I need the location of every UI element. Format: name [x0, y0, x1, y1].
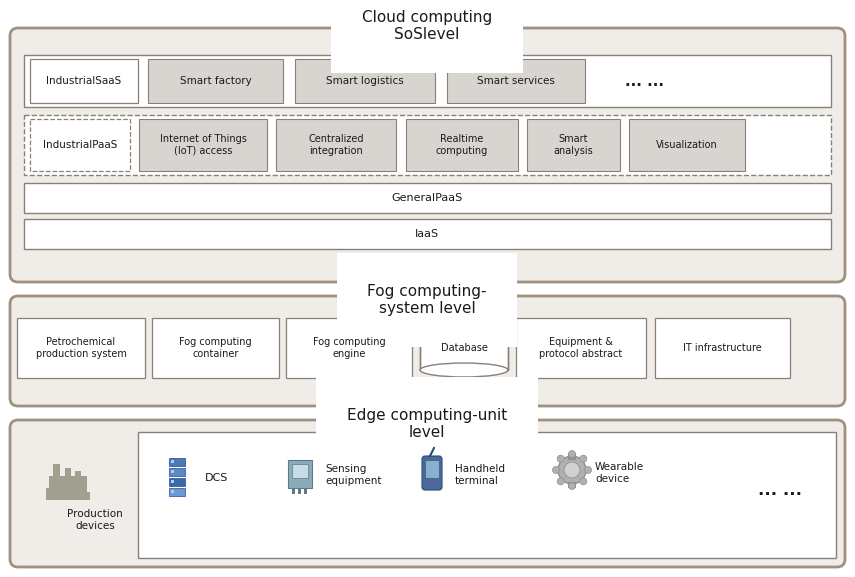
Text: Production
devices: Production devices [68, 509, 123, 531]
Bar [24, 115, 831, 175]
Bar [139, 119, 267, 171]
Bar [276, 119, 396, 171]
Bar [85, 492, 90, 500]
Text: Visualization: Visualization [656, 140, 718, 150]
Circle shape [557, 478, 564, 485]
Text: Realtime
computing: Realtime computing [436, 134, 488, 156]
Text: DCS: DCS [205, 473, 228, 483]
Circle shape [552, 466, 559, 474]
Text: IndustrialSaaS: IndustrialSaaS [46, 76, 121, 86]
Text: Edge computing-unit
level: Edge computing-unit level [347, 408, 507, 440]
Bar [171, 480, 174, 483]
Bar [24, 219, 831, 249]
Text: Fog computing
container: Fog computing container [180, 337, 252, 359]
Text: Fog computing-
system level: Fog computing- system level [368, 284, 486, 316]
Bar [292, 464, 308, 478]
Bar [30, 59, 138, 103]
Bar [527, 119, 620, 171]
FancyBboxPatch shape [422, 456, 442, 490]
Text: Smart
analysis: Smart analysis [554, 134, 593, 156]
Bar [288, 460, 312, 488]
Bar [568, 454, 576, 460]
Bar [74, 471, 80, 478]
Bar [138, 432, 836, 558]
Text: Wearable
device: Wearable device [595, 462, 644, 484]
Text: IT infrastructure: IT infrastructure [683, 343, 762, 353]
Bar [152, 318, 279, 378]
Bar [298, 488, 301, 494]
Text: Smart services: Smart services [477, 76, 555, 86]
Bar [24, 55, 831, 107]
Bar [171, 470, 174, 473]
Bar [425, 460, 439, 478]
Bar [629, 119, 745, 171]
Bar [169, 468, 185, 476]
Text: GeneralPaaS: GeneralPaaS [392, 193, 463, 203]
Text: Smart factory: Smart factory [180, 76, 251, 86]
Text: Internet of Things
(IoT) access: Internet of Things (IoT) access [160, 134, 246, 156]
Text: Cloud computing
SoSlevel: Cloud computing SoSlevel [362, 10, 492, 42]
Bar [17, 318, 145, 378]
Bar [655, 318, 790, 378]
Bar [516, 318, 646, 378]
Bar [30, 119, 130, 171]
Circle shape [580, 455, 587, 462]
Bar [171, 460, 174, 463]
Bar [286, 318, 412, 378]
Circle shape [569, 451, 575, 458]
Text: IndustrialPaaS: IndustrialPaaS [43, 140, 117, 150]
Text: ... ...: ... ... [624, 73, 663, 88]
Bar [169, 478, 185, 486]
Bar [420, 326, 508, 370]
Text: Centralized
integration: Centralized integration [309, 134, 363, 156]
Bar [295, 59, 435, 103]
Text: ... ...: ... ... [758, 481, 802, 499]
Circle shape [585, 466, 592, 474]
Bar [169, 458, 185, 466]
Bar [292, 488, 295, 494]
FancyBboxPatch shape [10, 296, 845, 406]
Circle shape [580, 478, 587, 485]
Bar [46, 488, 51, 500]
Circle shape [557, 455, 564, 462]
Bar [171, 490, 174, 493]
Bar [50, 476, 86, 500]
Bar [65, 468, 71, 478]
Text: Handheld
terminal: Handheld terminal [455, 464, 505, 486]
FancyBboxPatch shape [10, 420, 845, 567]
Bar [169, 488, 185, 496]
Text: Petrochemical
production system: Petrochemical production system [36, 337, 127, 359]
Circle shape [569, 482, 575, 489]
Text: Equipment &
protocol abstract: Equipment & protocol abstract [540, 337, 622, 359]
Ellipse shape [420, 319, 508, 333]
Bar [148, 59, 283, 103]
Text: Fog computing
engine: Fog computing engine [313, 337, 386, 359]
Bar [406, 119, 518, 171]
Text: IaaS: IaaS [415, 229, 439, 239]
Bar [24, 183, 831, 213]
Bar [304, 488, 307, 494]
Circle shape [564, 462, 580, 478]
Bar [420, 326, 508, 370]
Bar [53, 464, 60, 478]
Circle shape [558, 456, 586, 484]
Bar [447, 59, 585, 103]
FancyBboxPatch shape [10, 28, 845, 282]
Text: Database: Database [440, 343, 487, 353]
Ellipse shape [420, 363, 508, 377]
Text: Smart logistics: Smart logistics [326, 76, 404, 86]
Text: Sensing
equipment: Sensing equipment [325, 464, 381, 486]
Bar [568, 482, 576, 488]
